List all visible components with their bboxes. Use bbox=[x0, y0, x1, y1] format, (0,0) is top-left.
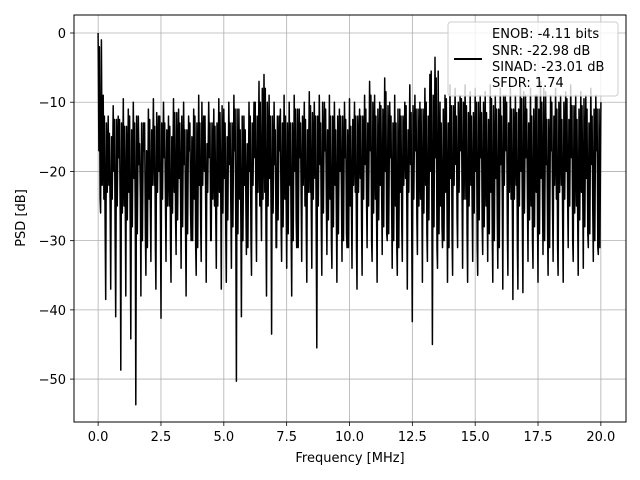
x-axis-label: Frequency [MHz] bbox=[295, 451, 404, 466]
x-tick-label: 15.0 bbox=[461, 430, 490, 445]
legend-box bbox=[447, 21, 619, 97]
y-axis: 0 −10 −20 −30 −40 −50 bbox=[39, 27, 74, 388]
x-tick-label: 20.0 bbox=[586, 430, 615, 445]
x-axis: 0.0 2.5 5.0 7.5 10.0 12.5 15.0 17.5 20.0 bbox=[88, 422, 615, 445]
psd-series-line bbox=[97, 32, 602, 406]
y-axis-label: PSD [dB] bbox=[14, 189, 29, 247]
x-tick-label: 2.5 bbox=[151, 430, 172, 445]
legend-sinad: SINAD: -23.01 dB bbox=[492, 60, 604, 75]
legend-snr: SNR: -22.98 dB bbox=[492, 44, 590, 59]
y-tick-label: −20 bbox=[39, 165, 66, 180]
axes-frame bbox=[73, 14, 627, 423]
plot-area bbox=[97, 32, 602, 406]
y-tick-label: −10 bbox=[39, 96, 66, 111]
y-tick-label: −30 bbox=[39, 235, 66, 250]
y-tick-label: 0 bbox=[58, 27, 66, 42]
x-tick-label: 0.0 bbox=[88, 430, 109, 445]
legend: ENOB: -4.11 bits SNR: -22.98 dB SINAD: -… bbox=[447, 21, 619, 97]
x-tick-label: 12.5 bbox=[398, 430, 427, 445]
legend-enob: ENOB: -4.11 bits bbox=[492, 27, 599, 42]
x-tick-label: 7.5 bbox=[276, 430, 297, 445]
legend-sfdr: SFDR: 1.74 bbox=[492, 76, 564, 91]
x-tick-label: 5.0 bbox=[213, 430, 234, 445]
y-tick-label: −40 bbox=[39, 304, 66, 319]
y-tick-label: −50 bbox=[39, 373, 66, 388]
x-tick-label: 10.0 bbox=[335, 430, 364, 445]
x-tick-label: 17.5 bbox=[524, 430, 553, 445]
